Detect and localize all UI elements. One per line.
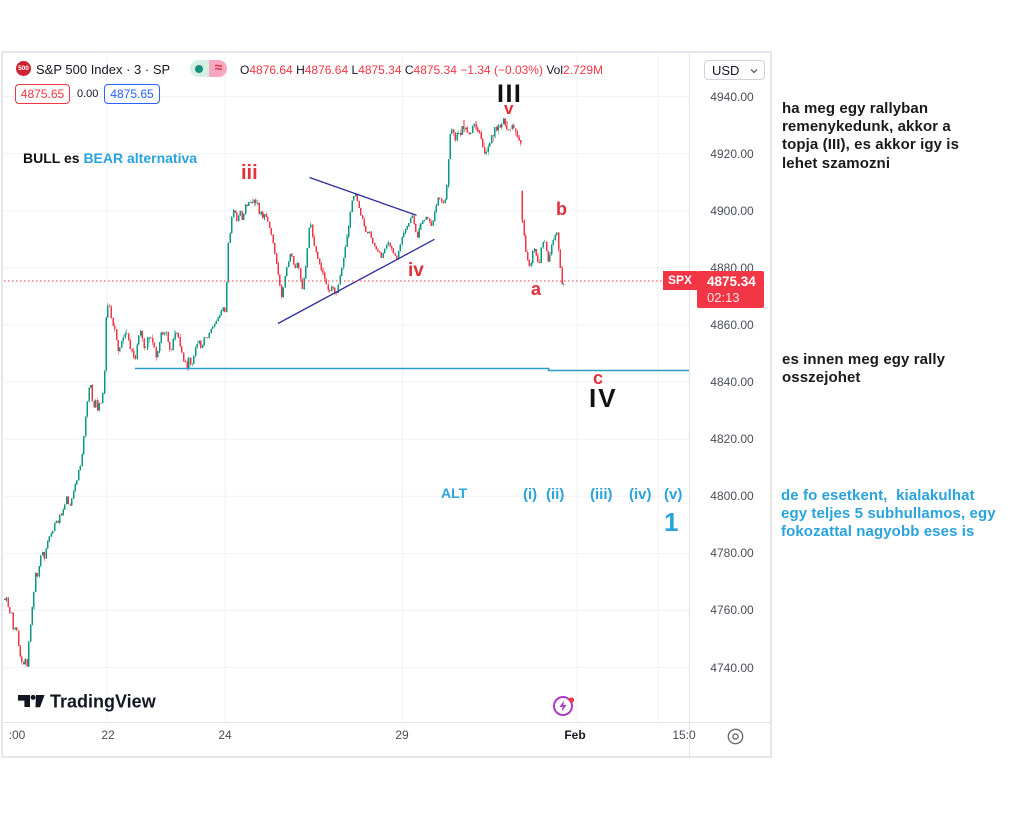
svg-text:TradingView: TradingView: [50, 692, 157, 711]
